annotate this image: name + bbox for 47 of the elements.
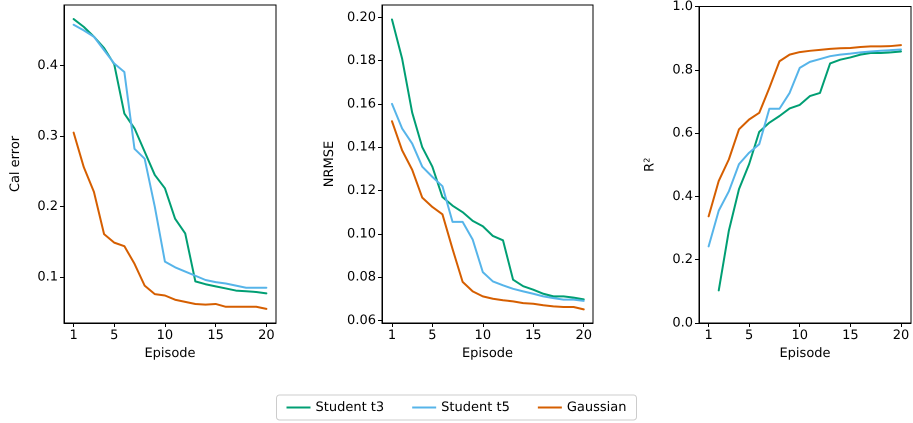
line-series [390,18,585,300]
y-tick-label: 0.0 [672,316,693,330]
y-tick-label: 0.18 [347,53,376,68]
y-tick-label: 0.4 [37,58,58,74]
y-axis-title: Cal error [8,135,23,192]
x-tick-label: 5 [428,328,436,343]
y-tick-label: 0.16 [347,96,376,112]
y-tick-label: 0.12 [347,183,376,198]
y-tick-label: 0.14 [347,140,376,155]
x-tick-label: 10 [474,328,492,343]
y-tick-label: 0.10 [347,226,376,242]
x-tick-label: 1 [388,328,396,343]
y-tick-label: 0.4 [672,188,693,204]
line-series [708,44,902,218]
x-tick-label: 5 [110,328,118,343]
y-tick-label: 0.20 [347,10,376,25]
x-tick-label: 1 [704,328,713,343]
y-tick-label: 0.2 [37,199,58,214]
x-tick-label: 20 [892,328,910,343]
x-tick-label: 10 [791,328,808,343]
x-tick-label: 1 [69,328,78,343]
y-tick-label: 1.0 [672,0,693,14]
legend-label: Student t3 [316,400,384,415]
x-tick-label: 15 [842,328,859,343]
y-tick-label: 0.1 [37,270,58,285]
x-tick-label: 15 [207,328,224,343]
y-axis-title: NRMSE [322,140,338,188]
x-tick-label: 20 [575,328,592,343]
y-tick-label: 0.2 [672,252,693,268]
y-tick-label: 0.08 [347,270,376,285]
legend-label: Gaussian [566,400,627,415]
x-axis-title: Episode [144,346,196,361]
x-tick-label: 10 [156,328,174,343]
x-tick-label: 15 [524,328,542,343]
legend-label: Student t5 [441,400,510,415]
line-series [718,50,902,292]
x-axis-title: Episode [462,346,514,361]
y-tick-label: 0.3 [37,128,58,144]
x-tick-label: 20 [258,328,275,343]
x-axis-title: Episode [779,346,831,361]
line-series [72,132,268,310]
y-tick-label: 0.06 [347,312,376,328]
y-axis-title: R2 [642,158,658,172]
x-tick-label: 5 [744,328,754,343]
y-tick-label: 0.6 [672,126,693,141]
line-series [708,48,902,248]
y-tick-label: 0.8 [672,62,693,78]
